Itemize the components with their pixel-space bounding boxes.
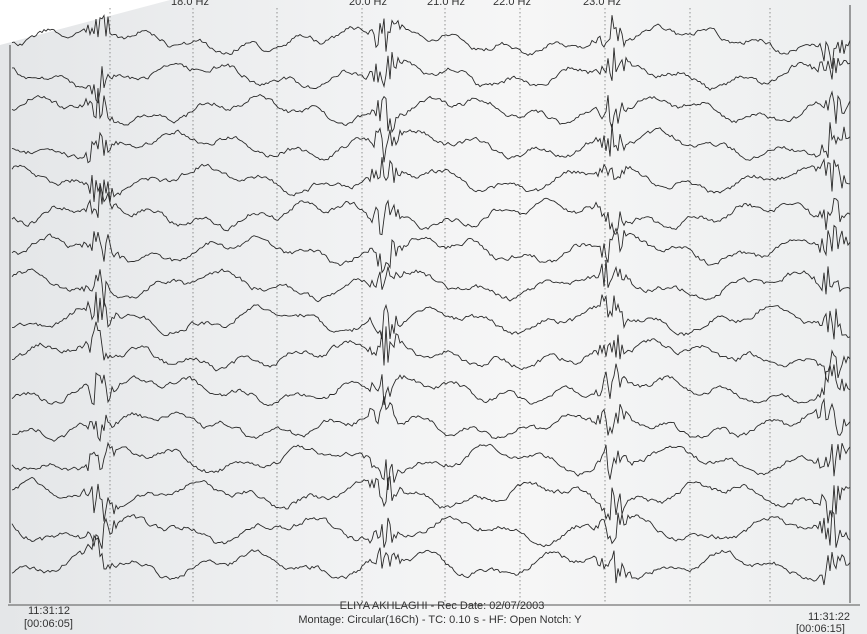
eeg-trace (12, 322, 850, 382)
eeg-sheet: 18.0 Hz 20.0 Hz 21.0 Hz 22.0 Hz 23.0 Hz 11:3… (0, 0, 867, 634)
eeg-trace (12, 88, 850, 132)
frequency-labels: 18.0 Hz 20.0 Hz 21.0 Hz 22.0 Hz 23.0 Hz (171, 0, 621, 8)
time-grid (10, 5, 850, 603)
eeg-trace (12, 122, 850, 162)
eeg-trace (12, 48, 850, 103)
patient-info: ELIYA AKHLAGHI - Rec Date: 02/07/2003 (340, 600, 545, 612)
frequency-label: 23.0 Hz (583, 0, 621, 8)
frequency-label: 21.0 Hz (427, 0, 465, 8)
start-elapsed: [00:06:05] (24, 618, 73, 630)
eeg-trace (12, 15, 850, 68)
eeg-traces (12, 15, 850, 585)
frequency-label: 18.0 Hz (171, 0, 209, 8)
start-time: 11:31:12 (28, 605, 70, 617)
eeg-trace (12, 443, 850, 490)
end-elapsed: [00:06:15] (796, 623, 845, 634)
eeg-trace (12, 183, 850, 235)
eeg-trace (12, 477, 850, 524)
frequency-label: 20.0 Hz (349, 0, 387, 8)
eeg-trace (12, 511, 850, 549)
frequency-label: 22.0 Hz (493, 0, 531, 8)
eeg-trace (12, 260, 850, 307)
end-time: 11:31:22 (808, 611, 850, 623)
eeg-trace (12, 364, 850, 406)
eeg-trace (12, 226, 850, 273)
paper-corner (0, 0, 170, 45)
eeg-page: 18.0 Hz 20.0 Hz 21.0 Hz 22.0 Hz 23.0 Hz 11:3… (0, 0, 867, 634)
montage-info: Montage: Circular(16Ch) - TC: 0.10 s - H… (298, 614, 582, 626)
eeg-trace (12, 396, 850, 441)
eeg-trace (12, 292, 850, 339)
eeg-trace (12, 157, 850, 204)
eeg-trace (12, 536, 850, 585)
